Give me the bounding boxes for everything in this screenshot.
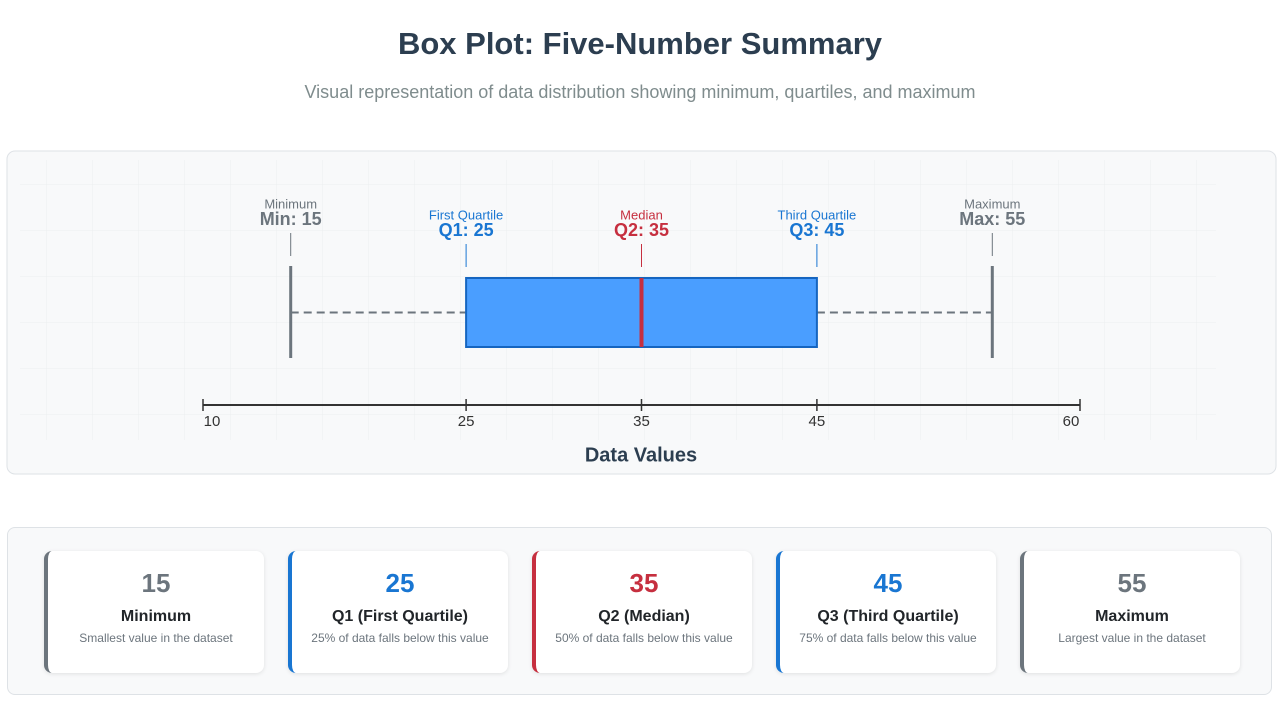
annotation-value: Q2: 35 bbox=[614, 220, 669, 240]
summary-card: 45 Q3 (Third Quartile) 75% of data falls b… bbox=[776, 551, 996, 673]
annotation-label: Third Quartile bbox=[778, 207, 857, 222]
card-value: 25 bbox=[385, 568, 415, 598]
annotation-value: Q3: 45 bbox=[789, 220, 844, 240]
card-title: Maximum bbox=[1095, 608, 1169, 625]
summary-card: 25 Q1 (First Quartile) 25% of data falls b… bbox=[288, 551, 508, 673]
annotation-value: Min: 15 bbox=[260, 209, 322, 229]
card-title: Q1 (First Quartile) bbox=[331, 608, 469, 625]
card-title: Minimum bbox=[120, 608, 192, 625]
annotation-label: Maximum bbox=[964, 196, 1020, 211]
x-tick-label: 10 bbox=[204, 413, 221, 430]
annotation-value: Q1: 25 bbox=[439, 220, 494, 240]
card-description: Smallest value in the dataset bbox=[79, 631, 233, 645]
card-value: 45 bbox=[873, 568, 903, 598]
card-description: 75% of data falls below this value bbox=[799, 631, 977, 645]
summary-cards: 15 Minimum Smallest value in the dataset 25… bbox=[7, 527, 1272, 695]
card-title: Q3 (Third Quartile) bbox=[817, 608, 959, 625]
card-value: 35 bbox=[629, 568, 659, 598]
summary-card: 15 Minimum Smallest value in the dataset bbox=[44, 551, 264, 673]
card-value: 15 bbox=[141, 568, 171, 598]
card-value: 55 bbox=[1117, 568, 1147, 598]
chart-title: Box Plot: Five-Number Summary bbox=[398, 26, 883, 61]
chart: Box Plot: Five-Number Summary Visual rep… bbox=[6, 26, 1277, 475]
x-tick-label: 60 bbox=[1063, 413, 1080, 430]
x-tick-label: 25 bbox=[458, 413, 475, 430]
card-description: Largest value in the dataset bbox=[1058, 631, 1206, 645]
annotation-label: Median bbox=[620, 207, 663, 222]
card-description: 25% of data falls below this value bbox=[311, 631, 489, 645]
chart-subtitle: Visual representation of data distributi… bbox=[305, 82, 976, 102]
annotation-value: Max: 55 bbox=[959, 209, 1025, 229]
summary-card: 35 Q2 (Median) 50% of data falls below thi… bbox=[532, 551, 752, 673]
annotation-label: Minimum bbox=[264, 196, 317, 211]
x-axis-label: Data Values bbox=[585, 444, 697, 466]
card-description: 50% of data falls below this value bbox=[555, 631, 733, 645]
x-tick-label: 35 bbox=[633, 413, 650, 430]
card-title: Q2 (Median) bbox=[598, 608, 690, 625]
x-tick-label: 45 bbox=[809, 413, 826, 430]
annotation-label: First Quartile bbox=[429, 207, 503, 222]
summary-card: 55 Maximum Largest value in the dataset bbox=[1020, 551, 1240, 673]
